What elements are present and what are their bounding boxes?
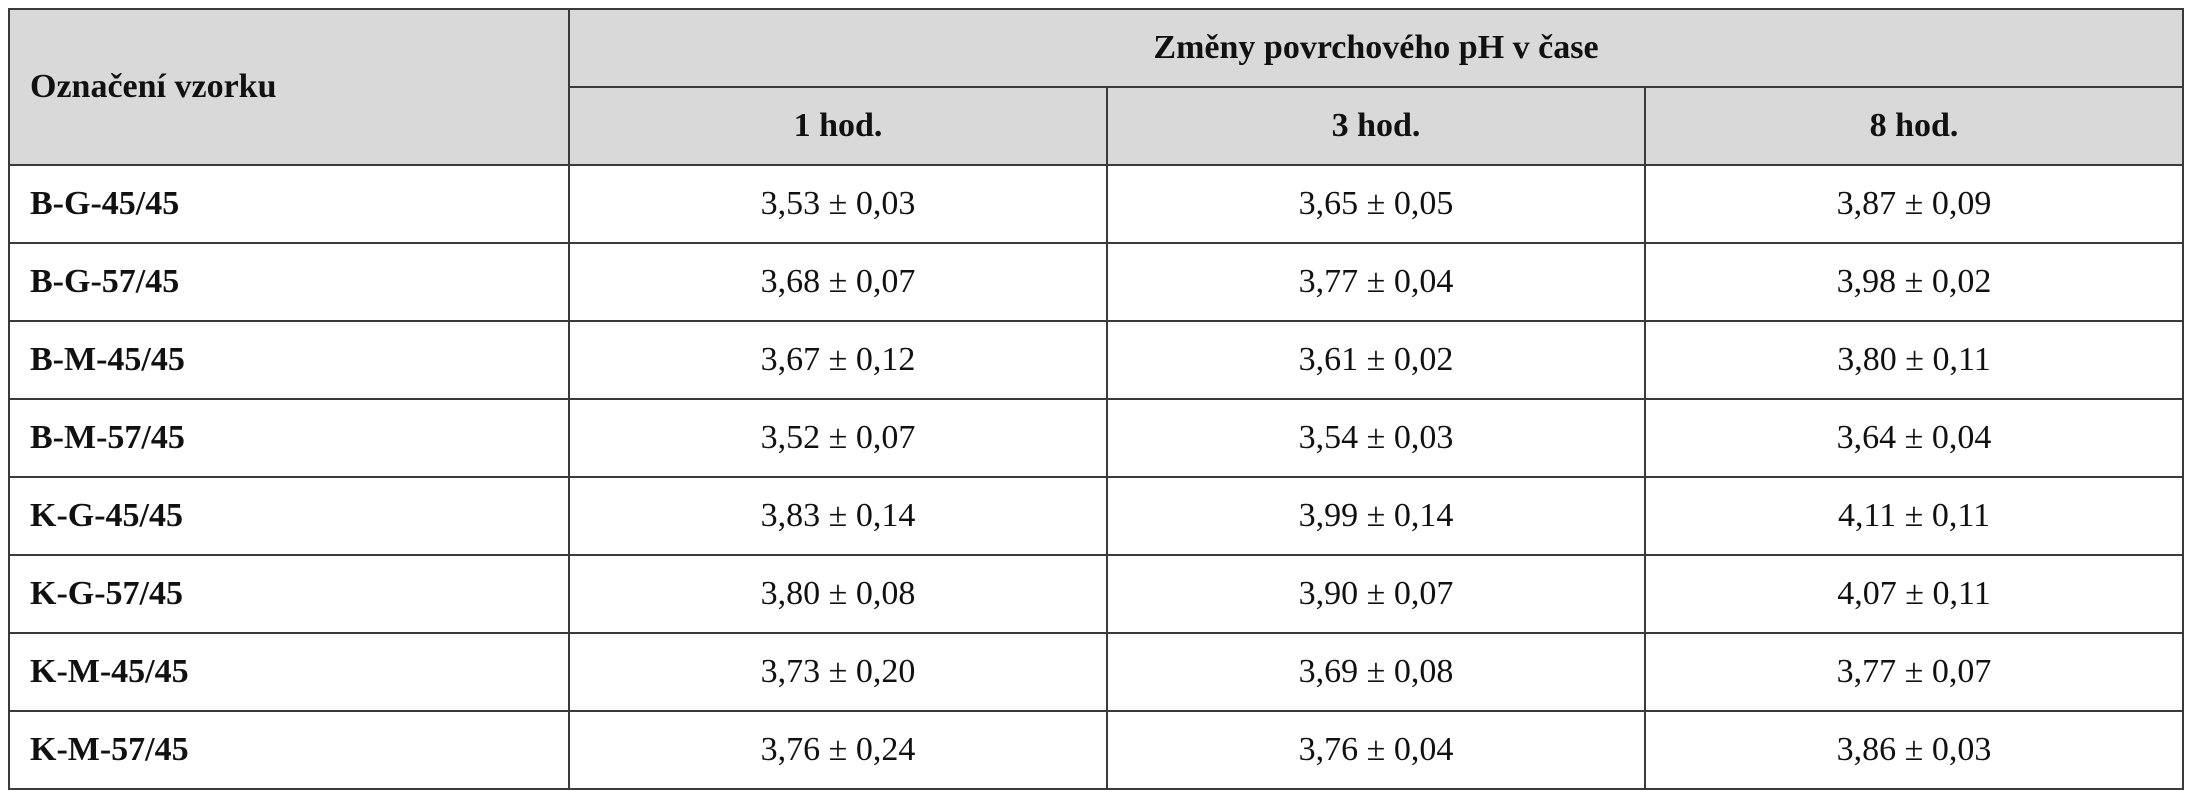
value-cell-1h: 3,76 ± 0,24 xyxy=(568,710,1108,790)
ph-change-group-header: Změny povrchového pH v čase xyxy=(567,8,2185,88)
sample-label: B-G-45/45 xyxy=(8,164,570,244)
value-cell-1h: 3,52 ± 0,07 xyxy=(568,398,1108,478)
table-row: B-M-45/45 3,67 ± 0,12 3,61 ± 0,02 3,80 ±… xyxy=(8,320,2185,400)
value-cell-3h: 3,69 ± 0,08 xyxy=(1106,632,1646,712)
header-row-columns: 1 hod. 3 hod. 8 hod. xyxy=(9,86,2185,166)
value-cell-8h: 3,80 ± 0,11 xyxy=(1643,320,2185,400)
table-row: B-G-45/45 3,53 ± 0,03 3,65 ± 0,05 3,87 ±… xyxy=(8,164,2185,244)
value-cell-3h: 3,54 ± 0,03 xyxy=(1106,398,1646,478)
surface-ph-table: Označení vzorku Změny povrchového pH v č… xyxy=(8,8,2185,790)
value-cell-1h: 3,67 ± 0,12 xyxy=(568,320,1108,400)
value-cell-3h: 3,99 ± 0,14 xyxy=(1106,476,1646,556)
sample-label: K-G-45/45 xyxy=(8,476,570,556)
table-row: K-M-45/45 3,73 ± 0,20 3,69 ± 0,08 3,77 ±… xyxy=(8,632,2185,712)
table-row: K-G-57/45 3,80 ± 0,08 3,90 ± 0,07 4,07 ±… xyxy=(8,554,2185,634)
sample-label: K-M-57/45 xyxy=(8,710,570,790)
column-header-1h: 1 hod. xyxy=(568,86,1108,166)
value-cell-1h: 3,68 ± 0,07 xyxy=(568,242,1108,322)
column-header-8h: 8 hod. xyxy=(1643,86,2185,166)
table-row: K-M-57/45 3,76 ± 0,24 3,76 ± 0,04 3,86 ±… xyxy=(8,710,2185,790)
value-cell-8h: 3,77 ± 0,07 xyxy=(1643,632,2185,712)
table-header: Označení vzorku Změny povrchového pH v č… xyxy=(8,8,2185,166)
value-cell-8h: 3,86 ± 0,03 xyxy=(1643,710,2185,790)
column-header-3h: 3 hod. xyxy=(1106,86,1646,166)
value-cell-8h: 4,07 ± 0,11 xyxy=(1643,554,2185,634)
sample-label-header: Označení vzorku xyxy=(8,8,570,166)
ph-table-container: Označení vzorku Změny povrchového pH v č… xyxy=(8,8,2185,790)
value-cell-3h: 3,77 ± 0,04 xyxy=(1106,242,1646,322)
table-row: B-M-57/45 3,52 ± 0,07 3,54 ± 0,03 3,64 ±… xyxy=(8,398,2185,478)
value-cell-3h: 3,76 ± 0,04 xyxy=(1106,710,1646,790)
value-cell-1h: 3,73 ± 0,20 xyxy=(568,632,1108,712)
sample-label: K-G-57/45 xyxy=(8,554,570,634)
table-row: K-G-45/45 3,83 ± 0,14 3,99 ± 0,14 4,11 ±… xyxy=(8,476,2185,556)
table-body: B-G-45/45 3,53 ± 0,03 3,65 ± 0,05 3,87 ±… xyxy=(8,164,2185,790)
value-cell-3h: 3,65 ± 0,05 xyxy=(1106,164,1646,244)
sample-label: B-M-45/45 xyxy=(8,320,570,400)
value-cell-8h: 4,11 ± 0,11 xyxy=(1643,476,2185,556)
sample-label: B-G-57/45 xyxy=(8,242,570,322)
header-row-group: Označení vzorku Změny povrchového pH v č… xyxy=(8,8,2185,166)
value-cell-3h: 3,61 ± 0,02 xyxy=(1106,320,1646,400)
sample-label: K-M-45/45 xyxy=(8,632,570,712)
value-cell-1h: 3,80 ± 0,08 xyxy=(568,554,1108,634)
table-row: B-G-57/45 3,68 ± 0,07 3,77 ± 0,04 3,98 ±… xyxy=(8,242,2185,322)
value-cell-1h: 3,83 ± 0,14 xyxy=(568,476,1108,556)
value-cell-8h: 3,64 ± 0,04 xyxy=(1643,398,2185,478)
sample-label: B-M-57/45 xyxy=(8,398,570,478)
value-cell-3h: 3,90 ± 0,07 xyxy=(1106,554,1646,634)
value-cell-8h: 3,98 ± 0,02 xyxy=(1643,242,2185,322)
value-cell-8h: 3,87 ± 0,09 xyxy=(1643,164,2185,244)
value-cell-1h: 3,53 ± 0,03 xyxy=(568,164,1108,244)
